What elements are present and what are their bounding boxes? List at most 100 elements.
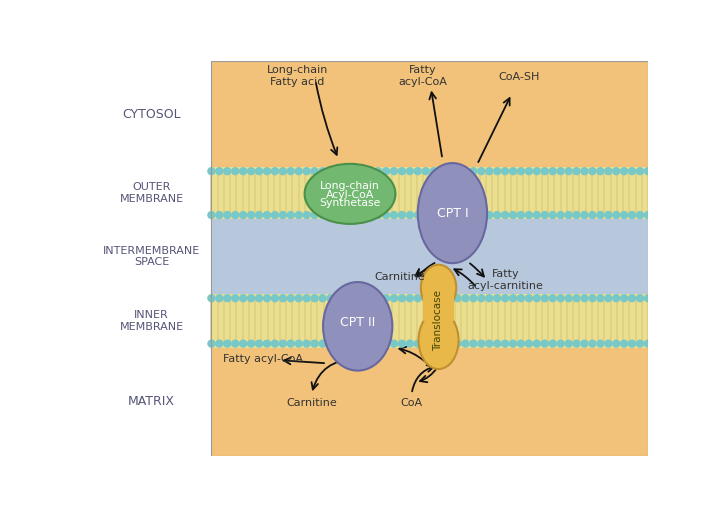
Circle shape [589,340,596,347]
Circle shape [351,168,358,175]
Circle shape [295,211,303,219]
Circle shape [327,340,334,347]
Bar [423,294,454,321]
Circle shape [494,211,500,219]
Circle shape [565,340,572,347]
Circle shape [486,168,492,175]
Circle shape [629,211,635,219]
Circle shape [430,295,437,302]
Text: INTERMEMBRANE
SPACE: INTERMEMBRANE SPACE [103,246,200,267]
Circle shape [542,340,548,347]
Circle shape [534,211,540,219]
Text: Fatty
acyl-CoA: Fatty acyl-CoA [399,66,448,87]
Circle shape [224,340,231,347]
Circle shape [216,211,223,219]
Circle shape [597,340,604,347]
Circle shape [486,295,492,302]
Text: CPT II: CPT II [340,316,375,329]
Circle shape [613,295,619,302]
Circle shape [375,168,381,175]
Circle shape [303,168,310,175]
Circle shape [327,295,334,302]
Circle shape [287,211,295,219]
Circle shape [279,295,287,302]
Circle shape [613,340,619,347]
Circle shape [573,211,580,219]
Circle shape [311,211,318,219]
Circle shape [311,168,318,175]
Circle shape [367,168,373,175]
Circle shape [494,168,500,175]
Circle shape [422,340,429,347]
Circle shape [645,168,651,175]
Circle shape [414,295,421,302]
Circle shape [510,340,516,347]
Circle shape [581,295,588,302]
Circle shape [502,295,508,302]
Circle shape [399,295,405,302]
Circle shape [319,211,326,219]
Circle shape [295,295,303,302]
Bar [92,61,212,456]
Circle shape [613,168,619,175]
Circle shape [589,295,596,302]
Circle shape [406,168,413,175]
Circle shape [216,295,223,302]
Circle shape [446,340,453,347]
Circle shape [208,340,215,347]
Circle shape [256,168,263,175]
Circle shape [565,211,572,219]
Circle shape [414,340,421,347]
Circle shape [367,340,373,347]
Circle shape [367,211,373,219]
Circle shape [271,295,279,302]
Text: Translocase: Translocase [433,290,443,351]
Circle shape [462,168,469,175]
Circle shape [343,168,350,175]
Bar [212,219,648,294]
Circle shape [438,211,445,219]
Ellipse shape [305,164,396,224]
Circle shape [605,340,612,347]
Circle shape [399,340,405,347]
Circle shape [573,340,580,347]
Circle shape [216,168,223,175]
Circle shape [494,340,500,347]
Circle shape [430,168,437,175]
Circle shape [637,168,643,175]
Circle shape [438,340,445,347]
Circle shape [605,295,612,302]
Circle shape [359,340,365,347]
Circle shape [232,340,239,347]
Circle shape [486,340,492,347]
Circle shape [248,168,255,175]
Circle shape [248,211,255,219]
Circle shape [454,295,461,302]
Text: Synthetase: Synthetase [319,198,380,208]
Bar [212,61,648,456]
Ellipse shape [323,282,392,371]
Circle shape [637,340,643,347]
Circle shape [510,211,516,219]
Circle shape [462,340,469,347]
Circle shape [264,168,271,175]
Circle shape [478,295,484,302]
Circle shape [327,211,334,219]
Circle shape [526,168,532,175]
Text: Long-chain
Fatty acid: Long-chain Fatty acid [267,66,329,87]
Circle shape [351,211,358,219]
Circle shape [621,168,627,175]
Circle shape [406,340,413,347]
Circle shape [271,340,279,347]
Circle shape [573,295,580,302]
Text: Carnitine: Carnitine [375,272,425,282]
Circle shape [534,340,540,347]
Circle shape [256,295,263,302]
Circle shape [295,340,303,347]
Circle shape [383,168,389,175]
Circle shape [589,211,596,219]
Circle shape [232,168,239,175]
Circle shape [391,211,397,219]
Circle shape [542,211,548,219]
Circle shape [208,168,215,175]
